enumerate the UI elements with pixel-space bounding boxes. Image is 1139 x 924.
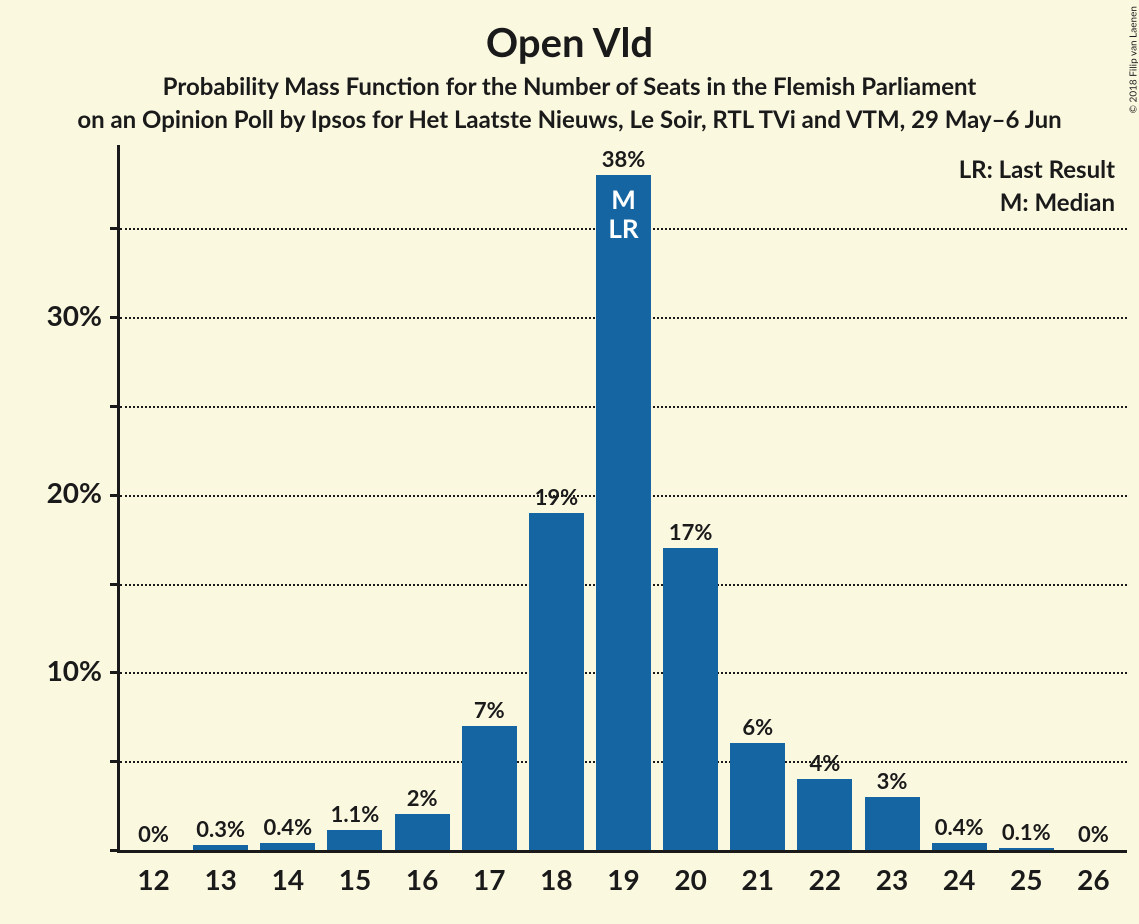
bar bbox=[999, 848, 1054, 850]
y-axis-label: 20% bbox=[0, 475, 102, 509]
chart-legend: LR: Last Result M: Median bbox=[959, 155, 1115, 221]
x-axis-label: 23 bbox=[876, 862, 908, 896]
bar bbox=[327, 830, 382, 850]
bar bbox=[462, 726, 517, 850]
legend-lr: LR: Last Result bbox=[959, 155, 1115, 184]
bar bbox=[529, 513, 584, 851]
x-axis bbox=[117, 850, 1127, 853]
bar bbox=[730, 743, 785, 850]
bar-value-label: 3% bbox=[877, 767, 908, 794]
bar-value-label: 4% bbox=[809, 749, 840, 776]
x-axis-label: 14 bbox=[272, 862, 304, 896]
chart-subtitle-2: on an Opinion Poll by Ipsos for Het Laat… bbox=[0, 105, 1139, 134]
bar-value-label: 6% bbox=[742, 713, 773, 740]
bar-value-label: 7% bbox=[474, 696, 505, 723]
x-axis-label: 13 bbox=[204, 862, 236, 896]
bar bbox=[260, 843, 315, 850]
bar-value-label: 0.4% bbox=[935, 813, 984, 840]
x-axis-label: 16 bbox=[406, 862, 438, 896]
x-axis-label: 26 bbox=[1077, 862, 1109, 896]
bar-value-label: 17% bbox=[669, 518, 713, 545]
y-axis-label: 10% bbox=[0, 653, 102, 687]
bar-value-label: 0% bbox=[1078, 820, 1109, 847]
bar-value-label: 0.3% bbox=[196, 815, 245, 842]
bar-value-label: 2% bbox=[407, 784, 438, 811]
bar bbox=[797, 779, 852, 850]
bar bbox=[865, 797, 920, 850]
legend-m: M: Median bbox=[959, 188, 1115, 217]
x-axis-label: 22 bbox=[809, 862, 841, 896]
chart-subtitle-1: Probability Mass Function for the Number… bbox=[0, 72, 1139, 101]
bar-annotation: MLR bbox=[608, 185, 638, 242]
bar-value-label: 0.4% bbox=[263, 813, 312, 840]
x-axis-label: 19 bbox=[607, 862, 639, 896]
x-axis-label: 12 bbox=[137, 862, 169, 896]
bar-value-label: 0% bbox=[138, 820, 169, 847]
chart-titles: Open Vld Probability Mass Function for t… bbox=[0, 12, 1139, 134]
x-axis-label: 25 bbox=[1010, 862, 1042, 896]
x-axis-label: 24 bbox=[943, 862, 975, 896]
chart-title: Open Vld bbox=[0, 18, 1139, 66]
bar bbox=[395, 814, 450, 850]
bar bbox=[596, 175, 651, 850]
bar-value-label: 1.1% bbox=[331, 800, 380, 827]
x-axis-label: 20 bbox=[674, 862, 706, 896]
bar bbox=[193, 845, 248, 850]
bar bbox=[663, 548, 718, 850]
bar bbox=[932, 843, 987, 850]
copyright-text: © 2018 Filip van Laenen bbox=[1127, 6, 1139, 113]
x-axis-label: 17 bbox=[473, 862, 505, 896]
y-axis bbox=[117, 145, 120, 853]
x-axis-label: 15 bbox=[339, 862, 371, 896]
y-axis-label: 30% bbox=[0, 298, 102, 332]
x-axis-label: 21 bbox=[742, 862, 774, 896]
bar-value-label: 19% bbox=[535, 483, 579, 510]
bar-value-label: 0.1% bbox=[1002, 818, 1051, 845]
bar-value-label: 38% bbox=[602, 145, 646, 172]
x-axis-label: 18 bbox=[540, 862, 572, 896]
